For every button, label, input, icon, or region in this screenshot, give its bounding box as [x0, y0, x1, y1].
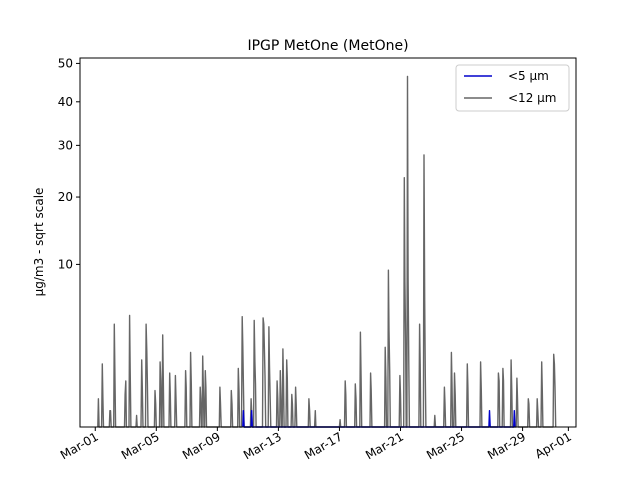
- legend-label-lt12: <12 µm: [508, 91, 556, 105]
- y-axis: 10 20 30 40 50: [58, 56, 80, 271]
- y-tick-label: 50: [58, 56, 73, 70]
- y-tick-label: 10: [58, 257, 73, 271]
- y-tick-label: 40: [58, 95, 73, 109]
- series-line-lt12: [97, 75, 557, 428]
- y-tick-label: 20: [58, 190, 73, 204]
- legend: <5 µm <12 µm: [455, 64, 570, 112]
- legend-label-lt5: <5 µm: [508, 69, 549, 83]
- y-tick-label: 30: [58, 138, 73, 152]
- plot-frame: [79, 57, 577, 428]
- chart-title: IPGP MetOne (MetOne): [247, 38, 408, 54]
- y-axis-label: µg/m3 - sqrt scale: [32, 188, 46, 297]
